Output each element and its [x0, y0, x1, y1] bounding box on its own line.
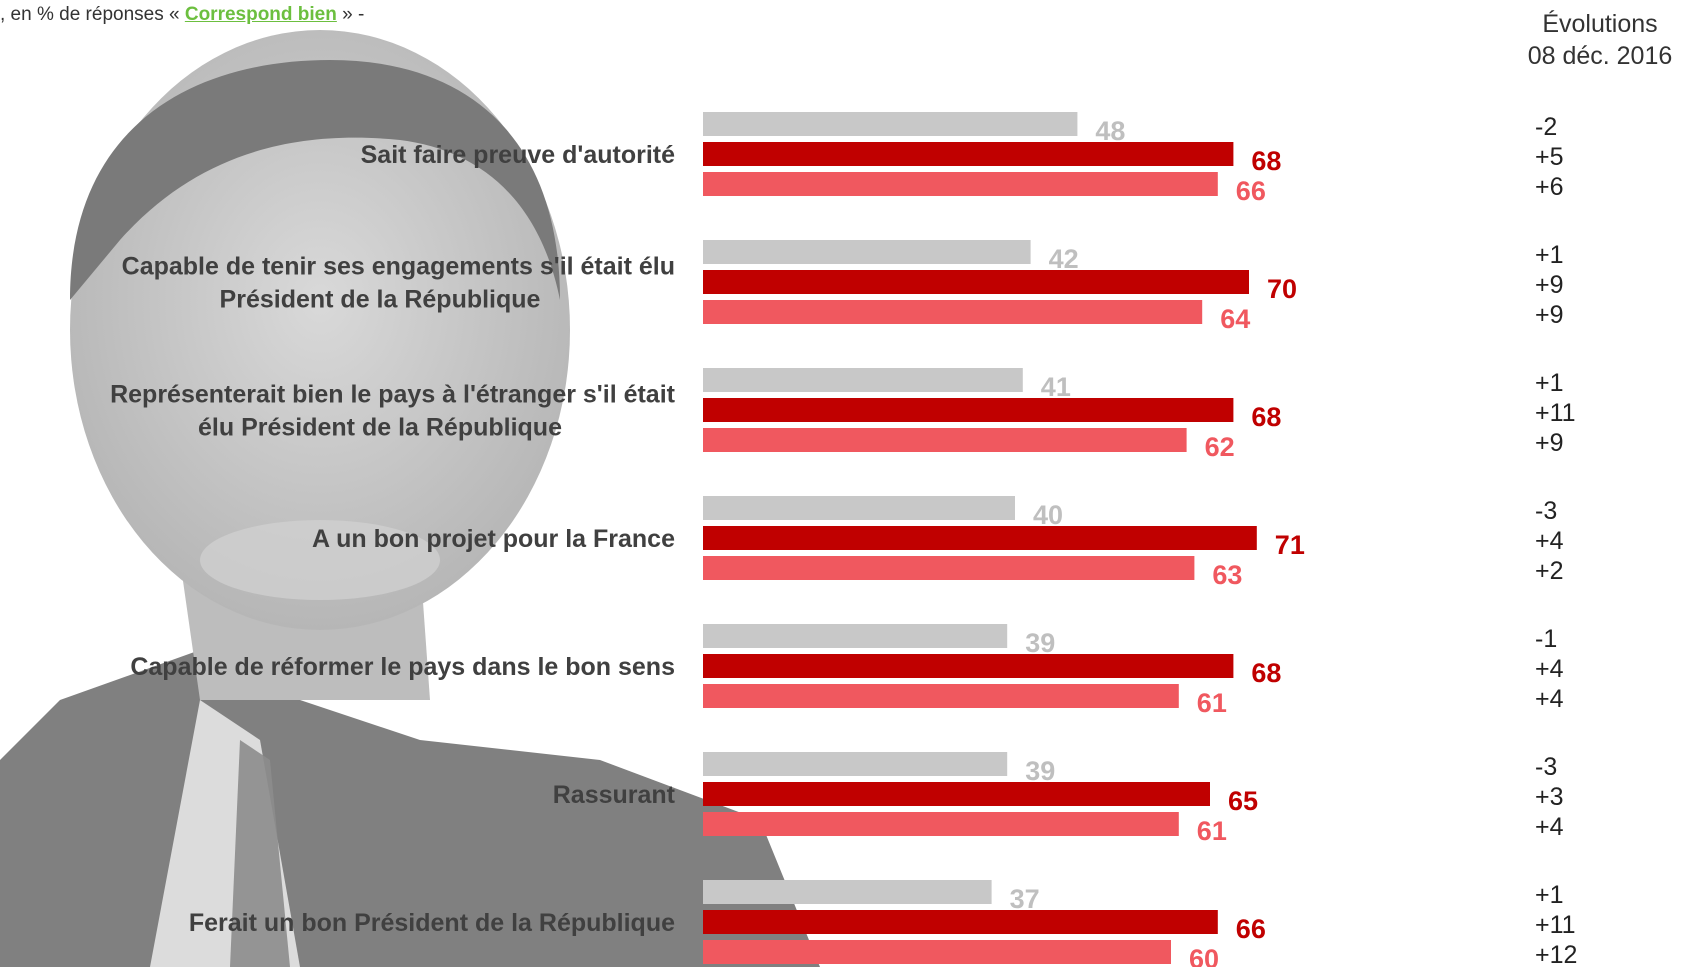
category-label: Capable de réformer le pays dans le bon … — [130, 653, 675, 681]
evolution-value: -2 — [1535, 113, 1557, 141]
category-label: Président de la République — [220, 286, 541, 314]
bar — [703, 300, 1203, 324]
evolution-value: +5 — [1535, 143, 1564, 171]
evolution-value: +3 — [1535, 783, 1564, 811]
bar — [703, 880, 992, 904]
subtitle-highlight-link[interactable]: Correspond bien — [184, 4, 337, 25]
category-label: A un bon projet pour la France — [312, 525, 675, 553]
data-label: 63 — [1212, 560, 1242, 590]
bar — [703, 240, 1031, 264]
data-label: 42 — [1049, 244, 1079, 274]
subtitle-prefix: , en % de réponses « — [0, 4, 185, 25]
evolution-value: -3 — [1535, 753, 1557, 781]
evolution-value: -3 — [1535, 497, 1557, 525]
bar — [703, 398, 1234, 422]
evolution-value: +2 — [1535, 557, 1564, 585]
data-label: 40 — [1033, 500, 1063, 530]
data-label: 66 — [1236, 176, 1266, 206]
data-label: 65 — [1228, 786, 1258, 816]
evolution-value: +4 — [1535, 655, 1564, 683]
evolution-value: +4 — [1535, 685, 1564, 713]
subtitle-suffix: » - — [336, 4, 365, 25]
evolution-value: +1 — [1535, 241, 1564, 269]
bar — [703, 654, 1234, 678]
bar — [703, 496, 1015, 520]
category-label: Capable de tenir ses engagements s'il ét… — [122, 253, 675, 281]
category-label: Représenterait bien le pays à l'étranger… — [110, 381, 676, 409]
bar — [703, 624, 1008, 648]
bar — [703, 428, 1187, 452]
evolution-value: -1 — [1535, 625, 1557, 653]
bar — [703, 910, 1218, 934]
evolution-value: +1 — [1535, 369, 1564, 397]
data-label: 61 — [1197, 688, 1227, 718]
data-label: 66 — [1236, 914, 1266, 944]
evolution-value: +4 — [1535, 813, 1564, 841]
data-label: 61 — [1197, 816, 1227, 846]
category-label: élu Président de la République — [198, 414, 562, 442]
bar — [703, 270, 1249, 294]
evolution-value: +1 — [1535, 881, 1564, 909]
subtitle: , en % de réponses « Correspond bien » - — [0, 4, 364, 26]
bar — [703, 752, 1008, 776]
data-label: 41 — [1041, 372, 1071, 402]
evolutions-date: 08 déc. 2016 — [1527, 42, 1673, 70]
evolution-value: +11 — [1535, 911, 1576, 939]
data-label: 68 — [1251, 658, 1281, 688]
bar — [703, 526, 1257, 550]
bar — [703, 368, 1023, 392]
data-label: 62 — [1205, 432, 1235, 462]
bar — [703, 112, 1078, 136]
evolutions-title: Évolutions — [1542, 10, 1658, 38]
data-label: 68 — [1251, 402, 1281, 432]
bar — [703, 142, 1234, 166]
portrait-silhouette — [0, 30, 820, 967]
category-label: Rassurant — [553, 781, 676, 809]
evolution-value: +9 — [1535, 271, 1564, 299]
bar — [703, 172, 1218, 196]
data-label: 39 — [1025, 628, 1055, 658]
bar — [703, 782, 1210, 806]
evolution-value: +12 — [1535, 941, 1577, 967]
data-label: 64 — [1220, 304, 1250, 334]
evolution-value: +11 — [1535, 399, 1576, 427]
data-label: 39 — [1025, 756, 1055, 786]
category-label: Sait faire preuve d'autorité — [361, 141, 675, 169]
evolution-value: +9 — [1535, 301, 1564, 329]
bar — [703, 684, 1179, 708]
data-label: 71 — [1275, 530, 1305, 560]
data-label: 48 — [1095, 116, 1125, 146]
data-label: 70 — [1267, 274, 1297, 304]
category-label: Ferait un bon Président de la République — [189, 909, 675, 937]
bar — [703, 556, 1195, 580]
evolution-value: +6 — [1535, 173, 1564, 201]
data-label: 37 — [1010, 884, 1040, 914]
bar — [703, 940, 1171, 964]
evolution-value: +9 — [1535, 429, 1564, 457]
evolutions-header: Évolutions 08 déc. 2016 — [1500, 8, 1691, 72]
data-label: 68 — [1251, 146, 1281, 176]
data-label: 60 — [1189, 944, 1219, 967]
bar — [703, 812, 1179, 836]
evolution-value: +4 — [1535, 527, 1564, 555]
